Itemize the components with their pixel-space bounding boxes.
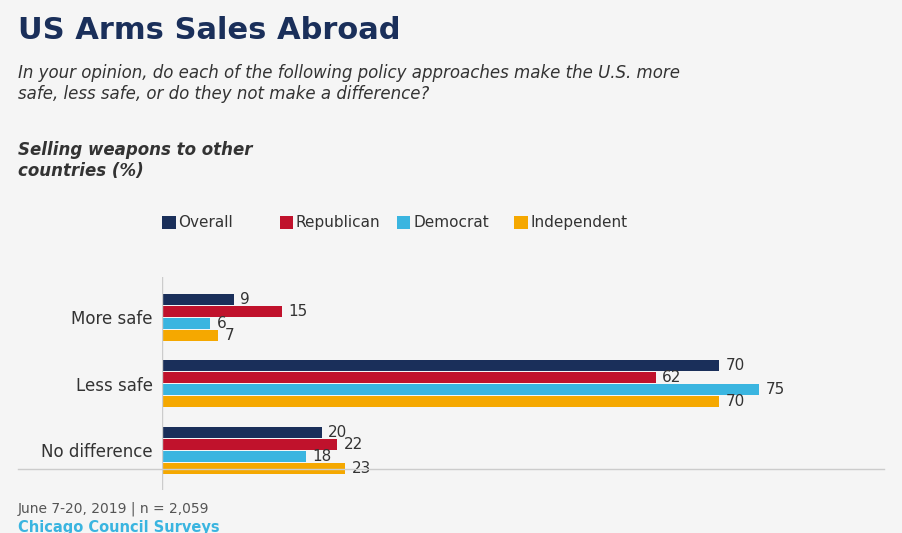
Bar: [162, 360, 720, 372]
Text: In your opinion, do each of the following policy approaches make the U.S. more
s: In your opinion, do each of the followin…: [18, 64, 680, 103]
Text: Independent: Independent: [530, 215, 628, 230]
Text: US Arms Sales Abroad: US Arms Sales Abroad: [18, 16, 400, 45]
Text: 7: 7: [225, 328, 234, 343]
Text: Democrat: Democrat: [413, 215, 489, 230]
Text: 20: 20: [328, 425, 347, 440]
Text: 6: 6: [216, 316, 226, 330]
Text: 62: 62: [662, 370, 682, 385]
Bar: [162, 396, 720, 407]
Text: 70: 70: [726, 358, 745, 373]
Text: 23: 23: [352, 461, 371, 476]
Text: Selling weapons to other
countries (%): Selling weapons to other countries (%): [18, 141, 253, 180]
Bar: [162, 318, 210, 329]
Bar: [162, 463, 345, 474]
Bar: [162, 305, 281, 317]
Text: Overall: Overall: [179, 215, 234, 230]
Text: 9: 9: [240, 292, 250, 306]
Bar: [162, 372, 656, 383]
Text: 18: 18: [312, 449, 331, 464]
Text: June 7-20, 2019 | n = 2,059: June 7-20, 2019 | n = 2,059: [18, 501, 209, 515]
Bar: [162, 451, 306, 462]
Text: Chicago Council Surveys: Chicago Council Surveys: [18, 520, 220, 533]
Text: 70: 70: [726, 394, 745, 409]
Text: 22: 22: [344, 437, 364, 452]
Bar: [162, 329, 218, 341]
Bar: [162, 427, 321, 438]
Bar: [162, 294, 234, 305]
Text: 15: 15: [288, 304, 308, 319]
Text: Republican: Republican: [296, 215, 381, 230]
Bar: [162, 439, 337, 450]
Text: 75: 75: [766, 382, 785, 397]
Bar: [162, 384, 759, 395]
